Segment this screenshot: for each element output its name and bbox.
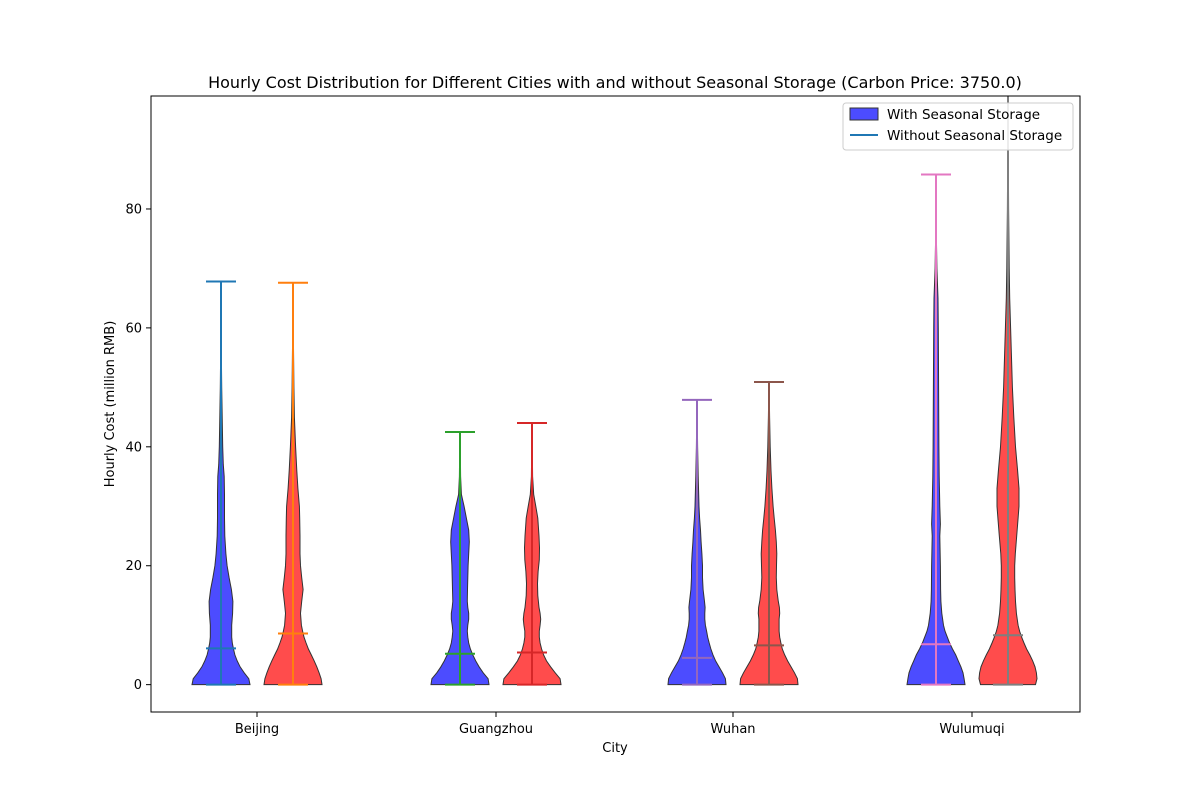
x-tick-label-wuhan: Wuhan bbox=[710, 722, 755, 737]
violins-layer bbox=[191, 95, 1038, 686]
y-axis-label: Hourly Cost (million RMB) bbox=[103, 321, 118, 488]
y-tick-label: 80 bbox=[125, 202, 142, 217]
y-tick-label: 60 bbox=[125, 321, 142, 336]
legend-box bbox=[842, 102, 1074, 151]
legend: With Seasonal Storage Without Seasonal S… bbox=[842, 102, 1074, 151]
legend-swatch-with-storage bbox=[849, 107, 879, 121]
legend-label-without-storage: Without Seasonal Storage bbox=[887, 128, 1062, 144]
x-tick-label-beijing: Beijing bbox=[235, 722, 279, 737]
x-tick-label-wulumuqi: Wulumuqi bbox=[939, 722, 1004, 737]
y-tick-label: 20 bbox=[125, 559, 142, 574]
axes-layer: 0 20 40 60 80 Beijing Guangzhou Wuhan Wulumuqi bbox=[125, 95, 1081, 737]
x-axis-label: City bbox=[602, 741, 628, 756]
plot-frame bbox=[150, 95, 1081, 713]
y-tick-label: 0 bbox=[134, 678, 142, 693]
legend-label-with-storage: With Seasonal Storage bbox=[887, 107, 1040, 123]
y-tick-label: 40 bbox=[125, 440, 142, 455]
chart-title: Hourly Cost Distribution for Different C… bbox=[208, 73, 1022, 92]
x-tick-label-guangzhou: Guangzhou bbox=[459, 722, 533, 737]
